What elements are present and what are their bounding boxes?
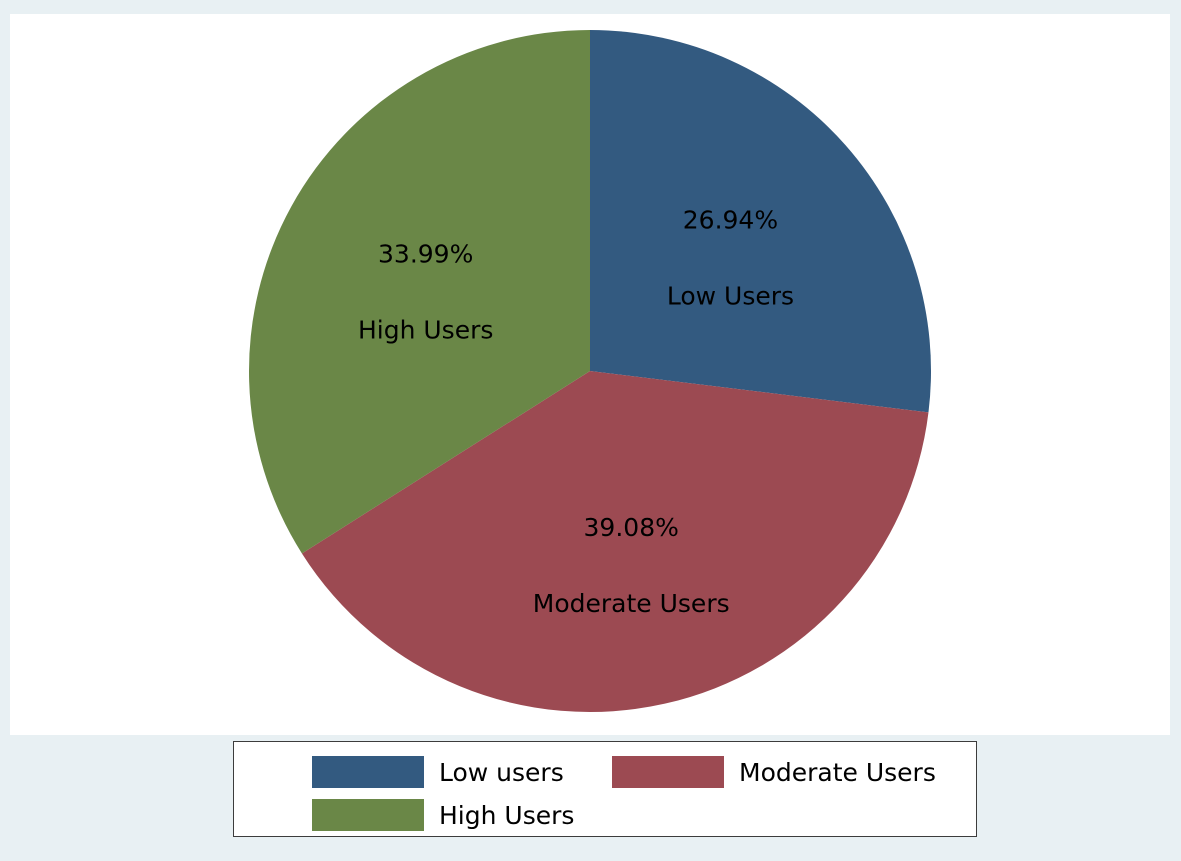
- pie-category-label-moderate-users: Moderate Users: [533, 589, 730, 618]
- plot-region: 26.94% Low Users 39.08% Moderate Users 33.99…: [10, 14, 1170, 735]
- legend-item-high-users: High Users: [312, 798, 574, 832]
- pie-slice-moderate-users: [301, 371, 929, 712]
- pie-value-label-high-users: 33.99%: [378, 240, 473, 269]
- legend: Low users Moderate Users High Users: [233, 741, 977, 837]
- legend-item-low-users: Low users: [312, 755, 564, 789]
- legend-label-high-users: High Users: [439, 800, 575, 830]
- legend-label-low-users: Low users: [439, 757, 564, 787]
- pie-value-label-low-users: 26.94%: [683, 206, 778, 235]
- legend-swatch-low-users: [312, 756, 424, 788]
- legend-item-moderate-users: Moderate Users: [612, 755, 936, 789]
- pie-slice-low-users: [590, 30, 931, 413]
- legend-label-moderate-users: Moderate Users: [739, 757, 936, 787]
- pie-category-label-low-users: Low Users: [667, 282, 794, 311]
- pie-value-label-moderate-users: 39.08%: [584, 513, 679, 542]
- pie-chart: 26.94% Low Users 39.08% Moderate Users 33.99…: [248, 30, 931, 712]
- pie-labels: 26.94% Low Users 39.08% Moderate Users 33.99…: [358, 206, 794, 618]
- legend-swatch-moderate-users: [612, 756, 724, 788]
- pie-slice-high-users: [248, 30, 590, 554]
- pie-category-label-high-users: High Users: [358, 316, 493, 345]
- legend-swatch-high-users: [312, 799, 424, 831]
- pie-slices: [248, 30, 931, 712]
